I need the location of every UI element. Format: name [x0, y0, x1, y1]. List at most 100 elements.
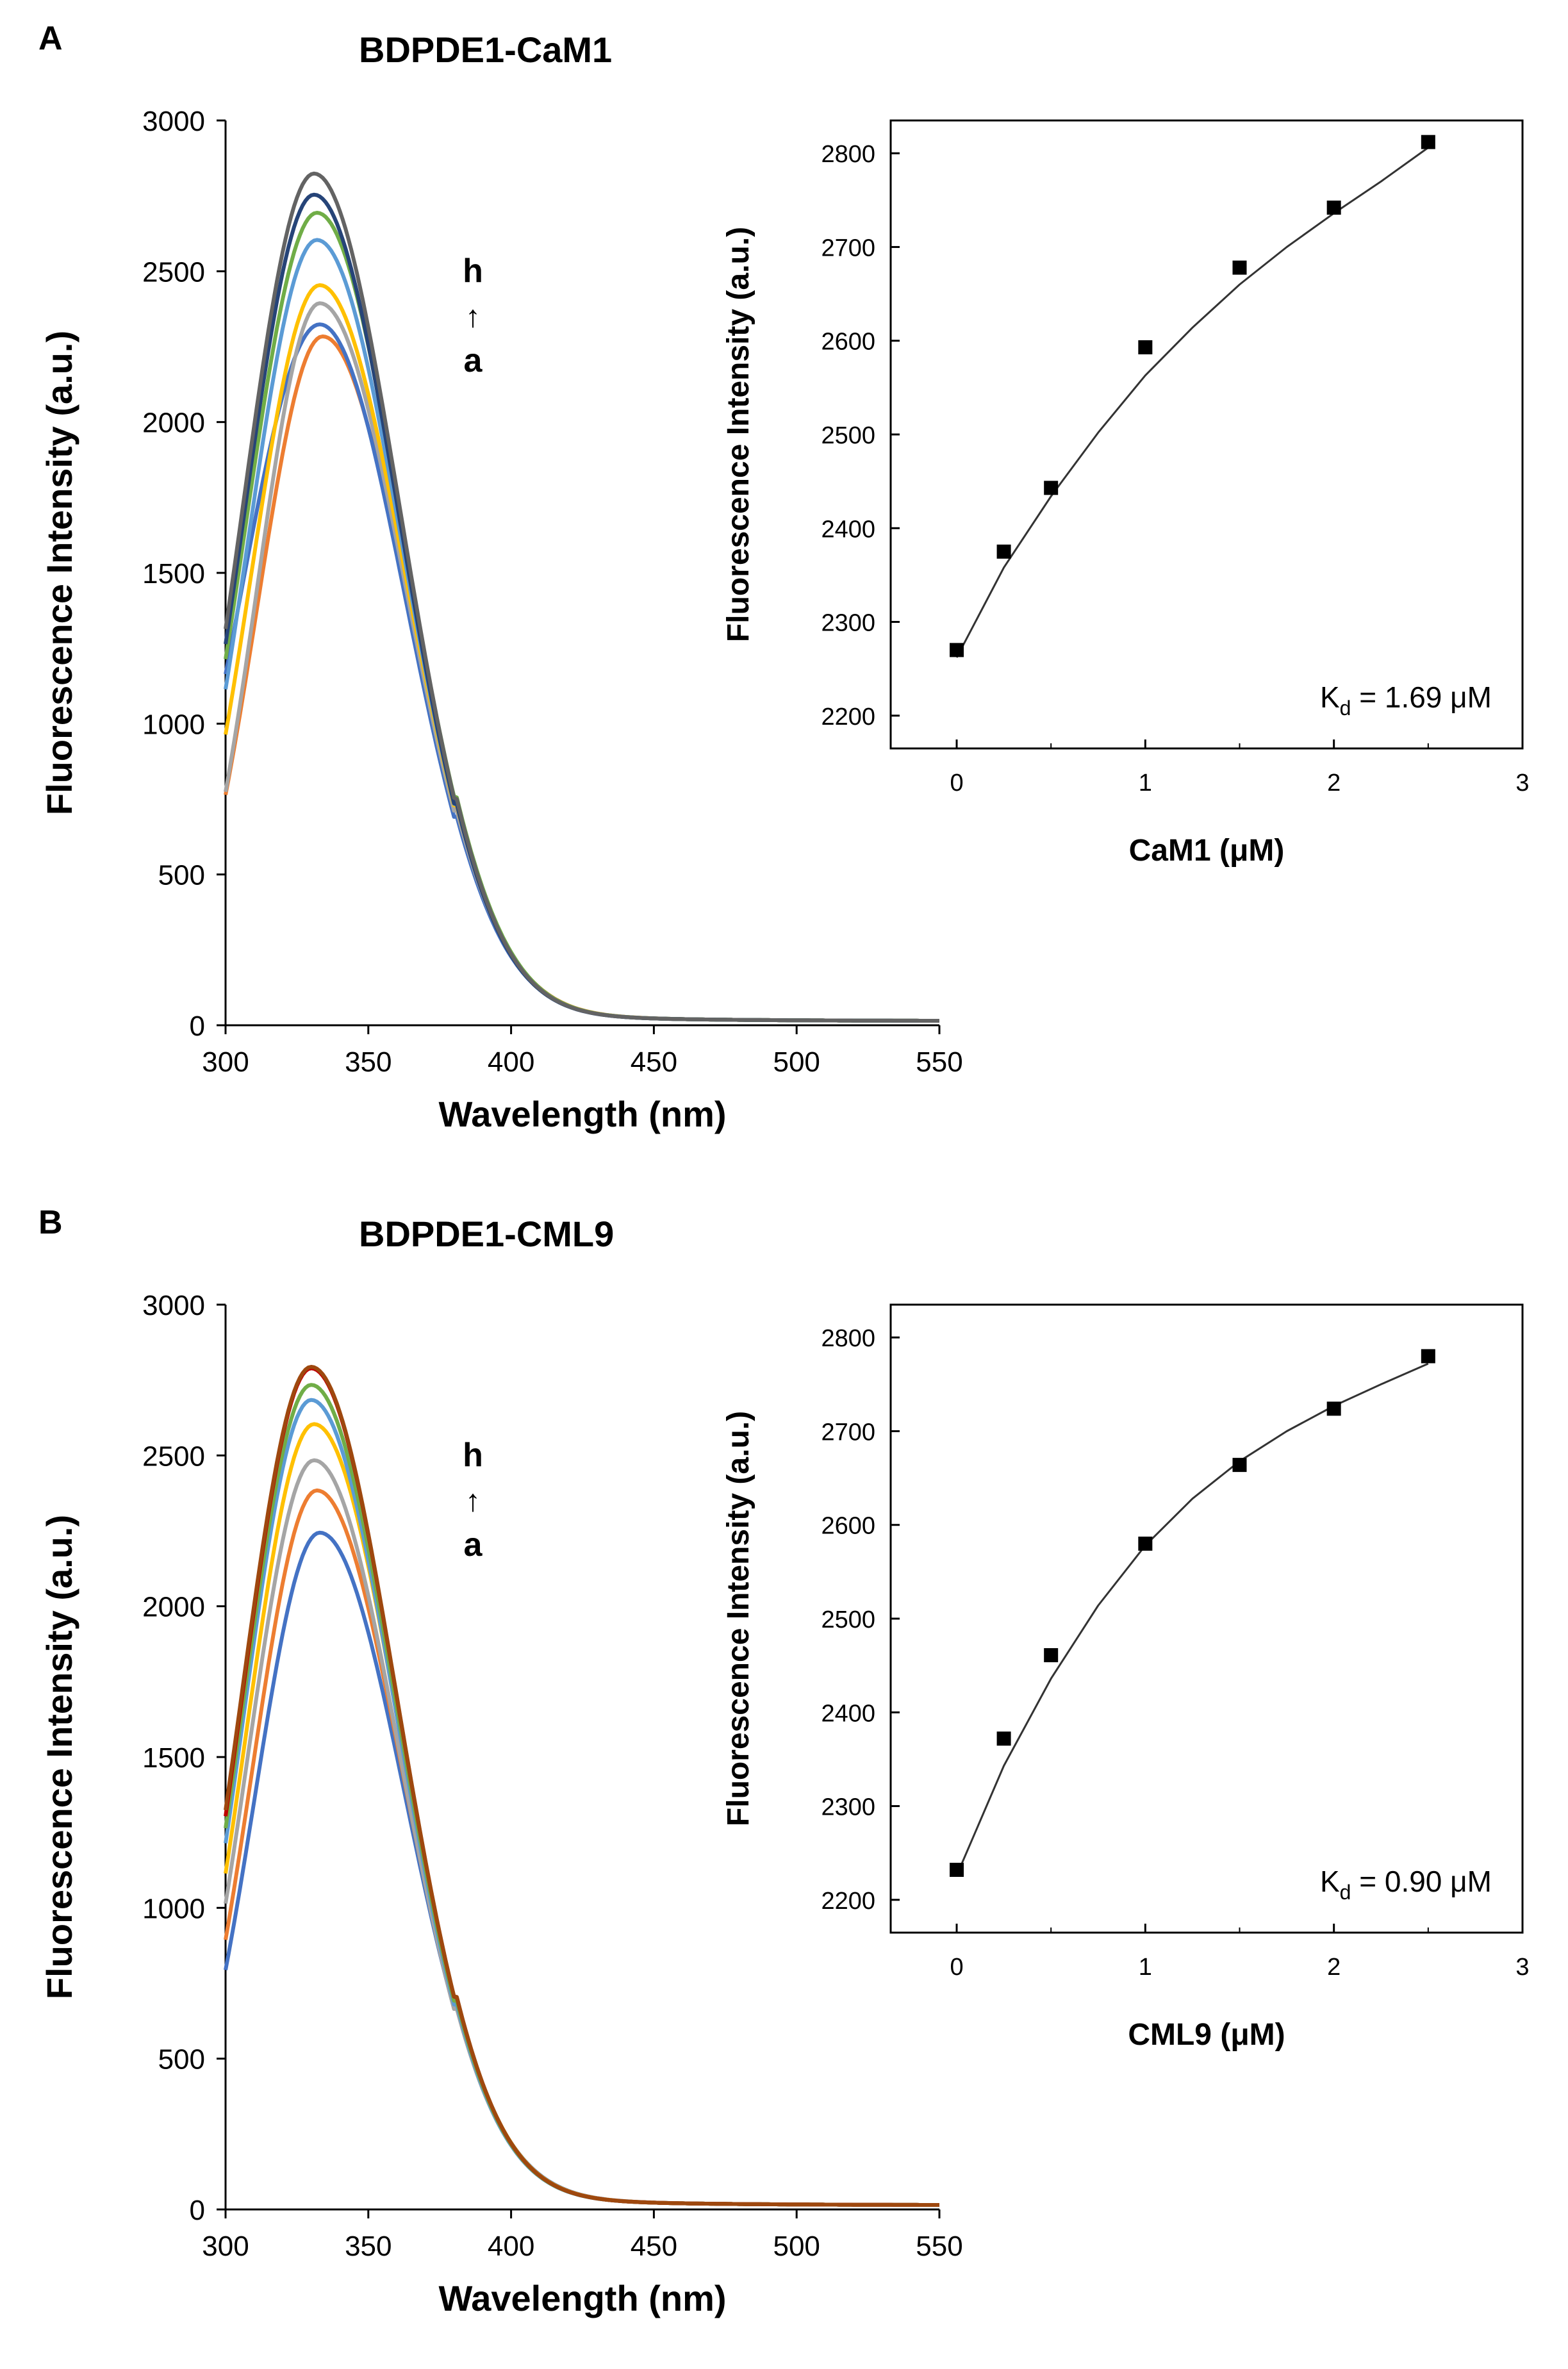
spectra-plot: 0 500 1000 1500 2000 2500 3000 300 350 400 450 500 5… — [39, 106, 963, 1134]
panel-a: A BDPDE1-CaM1 0 500 1000 1500 2000 2500 3000 30… — [0, 0, 1568, 1184]
inset-y-tick-label: 2600 — [821, 329, 875, 356]
x-tick-label: 350 — [345, 1046, 392, 1078]
inset-y-tick-label: 2400 — [821, 516, 875, 543]
x-tick-label: 400 — [488, 1046, 534, 1078]
panel-letter: A — [38, 20, 63, 57]
inset-y-tick-label: 2800 — [821, 1325, 875, 1352]
x-tick-label: 500 — [773, 2231, 820, 2262]
x-tick-label: 350 — [345, 2231, 392, 2262]
inset-x-tick-label: 3 — [1515, 770, 1529, 797]
inset-y-tick-label: 2500 — [821, 1606, 875, 1633]
spectrum-line-h — [224, 171, 939, 1023]
spectrum-line-g — [224, 1366, 939, 2207]
kd-symbol: K — [1320, 681, 1340, 714]
inset-y-tick-label: 2500 — [821, 422, 875, 449]
spectrum-line-h — [224, 1365, 939, 2207]
data-point — [1421, 1349, 1435, 1364]
inset-y-tick-label: 2800 — [821, 141, 875, 168]
inset-x-tick-label: 2 — [1327, 1954, 1341, 1981]
kd-symbol: K — [1320, 1865, 1340, 1898]
y-tick-label: 1000 — [142, 1893, 205, 1924]
y-tick-label: 2000 — [142, 408, 205, 439]
x-tick-label: 400 — [488, 2231, 534, 2262]
data-point — [996, 1731, 1011, 1746]
kd-subscript: d — [1340, 1881, 1351, 1904]
panel-b: B BDPDE1-CML9 0 500 1000 1500 2000 2500 3000 30… — [0, 1184, 1568, 2368]
x-tick-label: 550 — [916, 2231, 962, 2262]
inset-x-axis-title: CML9 (μM) — [1128, 2018, 1285, 2052]
figure-a: 0 500 1000 1500 2000 2500 3000 300 350 400 450 500 5… — [39, 106, 1530, 1134]
annotation-bottom-label: a — [464, 342, 483, 379]
y-tick-label: 1500 — [142, 558, 205, 590]
inset-frame — [889, 1303, 1524, 1934]
annotation-bottom-label: a — [464, 1526, 483, 1564]
y-tick-label: 2000 — [142, 1592, 205, 1623]
spectrum-line-g — [224, 192, 939, 1023]
data-point — [996, 544, 1011, 559]
inset-y-tick-label: 2700 — [821, 235, 875, 261]
annotation-top-label: h — [463, 1437, 483, 1474]
y-tick-label: 2500 — [142, 256, 205, 288]
x-tick-label: 450 — [631, 2231, 677, 2262]
inset-x-tick-label: 2 — [1327, 770, 1341, 797]
inset-y-tick-label: 2700 — [821, 1419, 875, 1446]
data-point — [1138, 340, 1153, 354]
annotation-arrow: ↑ — [465, 1484, 481, 1518]
fit-curve — [955, 1362, 1429, 1876]
kd-subscript: d — [1340, 697, 1351, 720]
x-tick-label: 550 — [916, 1046, 962, 1078]
annotation-arrow: ↑ — [465, 300, 481, 334]
inset-y-tick-label: 2300 — [821, 610, 875, 637]
spectrum-line-a — [224, 1530, 939, 2207]
spectrum-line-b — [224, 1488, 939, 2207]
x-tick-label: 300 — [202, 2231, 249, 2262]
y-tick-label: 2500 — [142, 1440, 205, 1472]
y-tick-label: 0 — [190, 1011, 205, 1042]
inset-x-tick-label: 0 — [950, 770, 963, 797]
binding-inset-plot: 2200 2300 2400 2500 2600 2700 2800 0 1 2 3 CML9 (μM… — [722, 1303, 1530, 2052]
panel-title: BDPDE1-CaM1 — [359, 29, 613, 70]
y-tick-label: 1000 — [142, 709, 205, 740]
inset-x-axis-title: CaM1 (μM) — [1129, 834, 1285, 868]
inset-y-tick-label: 2200 — [821, 1888, 875, 1915]
x-axis-title: Wavelength (nm) — [438, 2278, 726, 2318]
panel-letter: B — [38, 1204, 63, 1241]
inset-frame — [889, 119, 1524, 750]
y-tick-label: 500 — [158, 860, 205, 891]
data-point — [950, 643, 964, 657]
fit-curve — [955, 147, 1429, 658]
y-axis-title: Fluorescence Intensity (a.u.) — [39, 331, 79, 815]
y-axis-title: Fluorescence Intensity (a.u.) — [39, 1515, 79, 1999]
x-tick-label: 500 — [773, 1046, 820, 1078]
annotation-top-label: h — [463, 252, 483, 290]
panel-title: BDPDE1-CML9 — [359, 1214, 615, 1254]
data-point — [1326, 1401, 1341, 1416]
data-point — [950, 1863, 964, 1877]
data-point — [1044, 481, 1059, 495]
x-tick-label: 300 — [202, 1046, 249, 1078]
spectrum-line-c — [224, 301, 939, 1023]
kd-label: Kd = 0.90 μM — [1320, 1865, 1492, 1904]
inset-y-tick-label: 2200 — [821, 704, 875, 731]
inset-x-tick-label: 0 — [950, 1954, 963, 1981]
inset-y-axis-title: Fluorescence Intensity (a.u.) — [722, 227, 755, 642]
inset-y-axis-title: Fluorescence Intensity (a.u.) — [722, 1411, 755, 1826]
inset-y-tick-label: 2300 — [821, 1794, 875, 1821]
x-tick-label: 450 — [631, 1046, 677, 1078]
spectrum-line-c — [224, 1458, 939, 2207]
spectrum-line-d — [224, 283, 939, 1023]
inset-x-tick-label: 3 — [1515, 1954, 1529, 1981]
inset-y-tick-label: 2600 — [821, 1513, 875, 1540]
kd-value: = 1.69 μM — [1351, 681, 1492, 714]
figure-b: 0 500 1000 1500 2000 2500 3000 300 350 400 450 500 5… — [39, 1290, 1530, 2318]
y-tick-label: 1500 — [142, 1742, 205, 1774]
binding-inset-plot: 2200 2300 2400 2500 2600 2700 2800 0 1 2 3 CaM1 (μM… — [722, 119, 1530, 868]
kd-value: = 0.90 μM — [1351, 1865, 1492, 1898]
data-point — [1138, 1536, 1153, 1551]
inset-y-tick-label: 2400 — [821, 1700, 875, 1727]
data-point — [1232, 260, 1247, 275]
data-point — [1326, 201, 1341, 215]
inset-x-tick-label: 1 — [1139, 1954, 1152, 1981]
data-point — [1421, 135, 1435, 149]
data-point — [1232, 1458, 1247, 1473]
